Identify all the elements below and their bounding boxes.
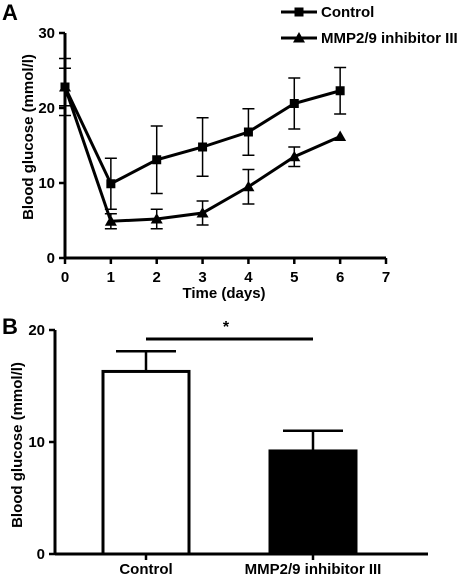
panel-a-x-tick-label: 7 [382,269,390,286]
panel-a-x-tick-label: 1 [107,269,115,286]
panel-a-inhibitor-point [242,180,255,192]
panel-b-y-tick-label: 0 [37,546,45,563]
legend-control-marker [294,7,304,17]
bar-control [101,369,191,556]
panel-a-y-tick-label: 20 [38,100,55,117]
panel-a-y-axis-title: Blood glucose (mmol/l) [20,54,37,220]
panel-b-y-axis-title: Blood glucose (mmol/l) [9,362,26,528]
panel-a-letter: A [2,0,18,25]
panel-a-x-axis-title: Time (days) [182,285,265,302]
panel-a-x-tick-label: 2 [153,269,161,286]
panel-a-inhibitor-point [196,207,209,218]
significance-label: * [223,319,230,336]
line-chart-panel: Blood glucose (mmol/l) Time (days) 01020… [20,4,458,302]
panel-a-x-tick-label: 3 [198,269,206,286]
panel-a-inhibitor-point [104,215,117,226]
panel-a-x-tick-label: 6 [336,269,344,286]
panel-a-x-tick-label: 4 [244,269,253,286]
panel-a-y-tick-label: 0 [47,250,55,267]
panel-a-control-point [243,127,253,137]
legend-inhibitor-marker [293,32,305,43]
panel-a-x-tick-label: 0 [61,269,69,286]
bar-chart-panel: Blood glucose (mmol/l) * 0 10 20 Control MMP… [9,319,428,576]
panel-a-inhibitor-point [334,130,347,141]
legend-inhibitor-label: MMP2/9 inhibitor III [321,30,458,47]
panel-a-control-point [335,86,345,96]
panel-a-y-tick-label: 30 [38,25,55,42]
panel-b-y-tick-label: 20 [28,322,45,339]
bar-inhibitor [268,449,358,556]
panel-b-category-label: MMP2/9 inhibitor III [245,561,382,576]
panel-a-y-tick-label: 10 [38,175,55,192]
panel-a-control-point [289,99,299,108]
legend-control-label: Control [321,4,374,21]
panel-b-letter: B [2,314,18,339]
panel-a-inhibitor-point [288,150,301,162]
panel-a-x-tick-label: 5 [290,269,298,286]
panel-a-inhibitor-point [59,81,71,92]
panel-a-control-point [106,179,116,189]
panel-b-category-label: Control [119,561,172,576]
panel-a-control-point [198,142,208,152]
panel-b-y-tick-label: 10 [28,434,45,451]
panel-a-control-point [152,155,162,165]
panel-a-inhibitor-point [150,213,163,224]
